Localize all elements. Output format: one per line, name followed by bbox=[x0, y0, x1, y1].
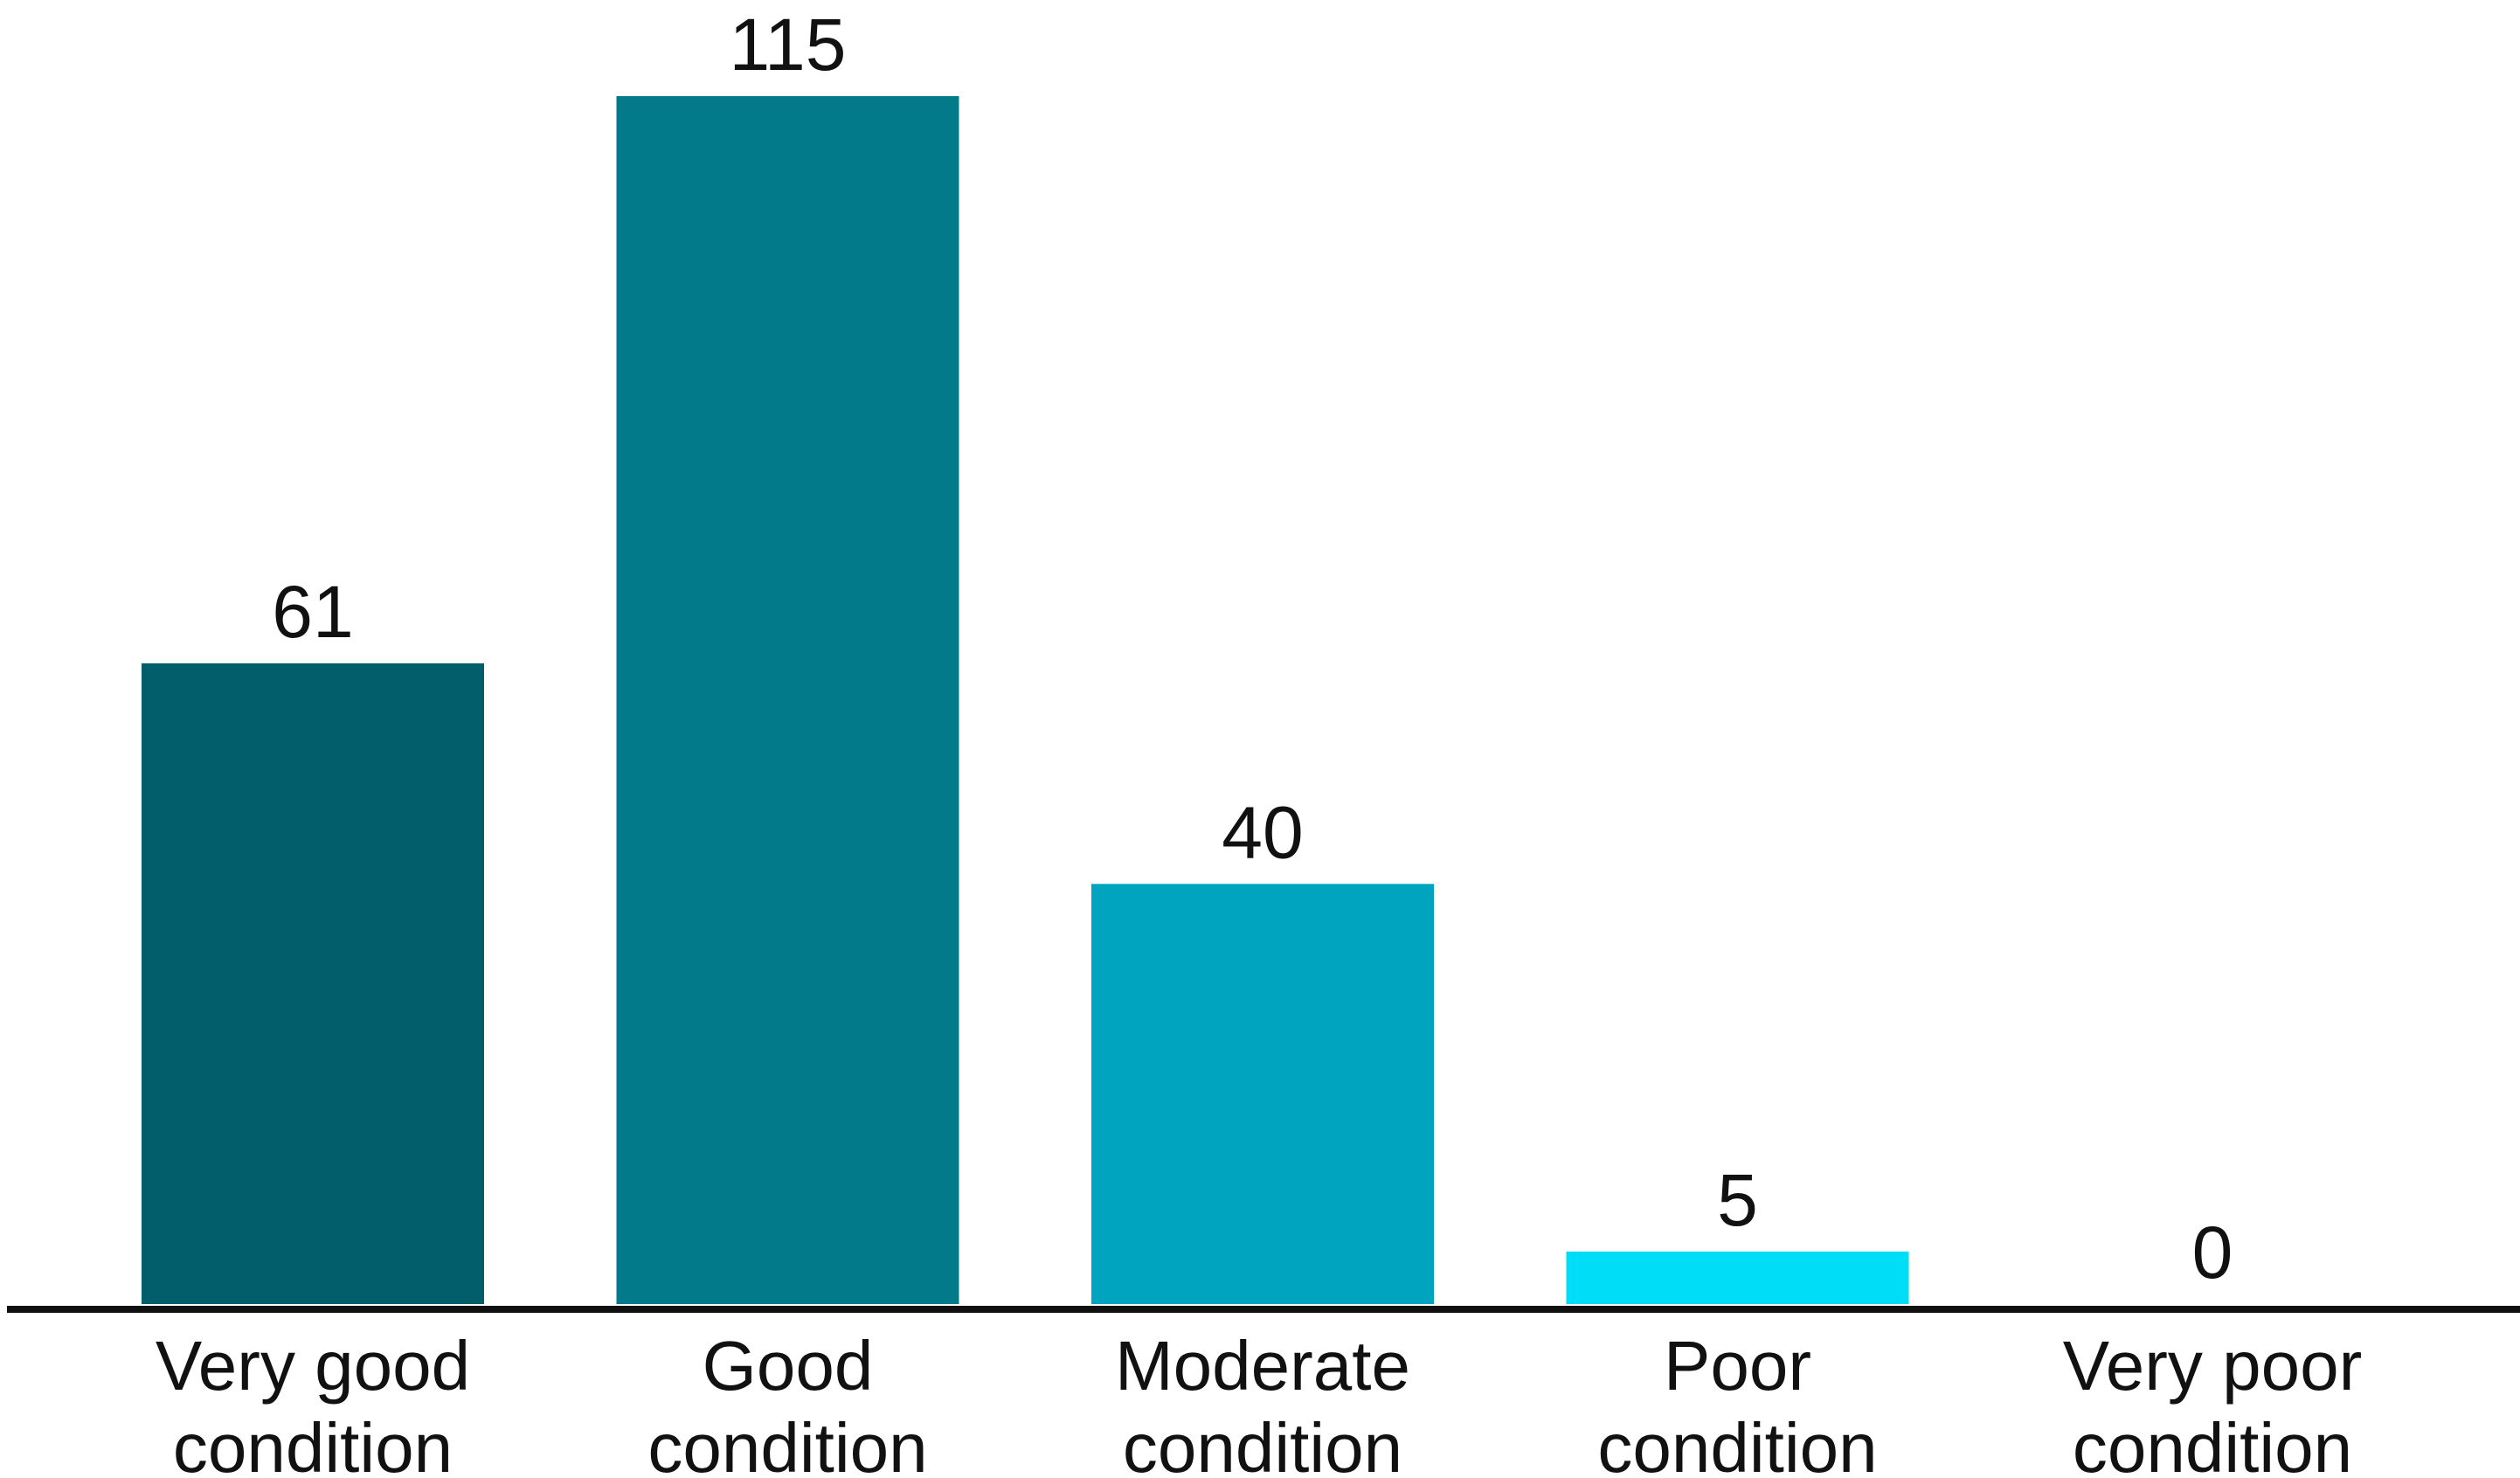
value-label-1: 115 bbox=[730, 3, 847, 86]
x-tick-label-2: Moderate condition bbox=[1115, 1327, 1410, 1478]
x-tick-label-line: condition bbox=[2073, 1409, 2352, 1478]
bar-2 bbox=[1091, 884, 1434, 1304]
value-label-4: 0 bbox=[2192, 1211, 2233, 1294]
x-tick-label-line: condition bbox=[1123, 1409, 1402, 1478]
x-tick-label-line: Very good bbox=[156, 1327, 470, 1405]
value-label-2: 40 bbox=[1222, 791, 1303, 873]
bar-3 bbox=[1566, 1251, 1909, 1304]
bar-0 bbox=[142, 663, 484, 1304]
bars-group bbox=[142, 96, 1909, 1304]
x-tick-label-line: Moderate bbox=[1115, 1327, 1410, 1405]
x-tick-label-0: Very good condition bbox=[156, 1327, 470, 1478]
value-label-0: 61 bbox=[272, 571, 353, 653]
x-tick-label-4: Very poor condition bbox=[2063, 1327, 2362, 1478]
value-label-3: 5 bbox=[1717, 1159, 1758, 1241]
x-tick-label-line: Very poor bbox=[2063, 1327, 2362, 1405]
value-labels-group: 61 115 40 5 0 bbox=[272, 3, 2233, 1294]
x-tick-label-line: condition bbox=[173, 1409, 453, 1478]
x-tick-label-line: condition bbox=[647, 1409, 927, 1478]
bar-1 bbox=[616, 96, 959, 1304]
x-tick-label-line: condition bbox=[1597, 1409, 1877, 1478]
x-tick-label-1: Good condition bbox=[647, 1327, 927, 1478]
x-tick-label-3: Poor condition bbox=[1597, 1327, 1877, 1478]
x-tick-label-line: Poor bbox=[1664, 1327, 1811, 1405]
x-tick-label-line: Good bbox=[703, 1327, 874, 1405]
